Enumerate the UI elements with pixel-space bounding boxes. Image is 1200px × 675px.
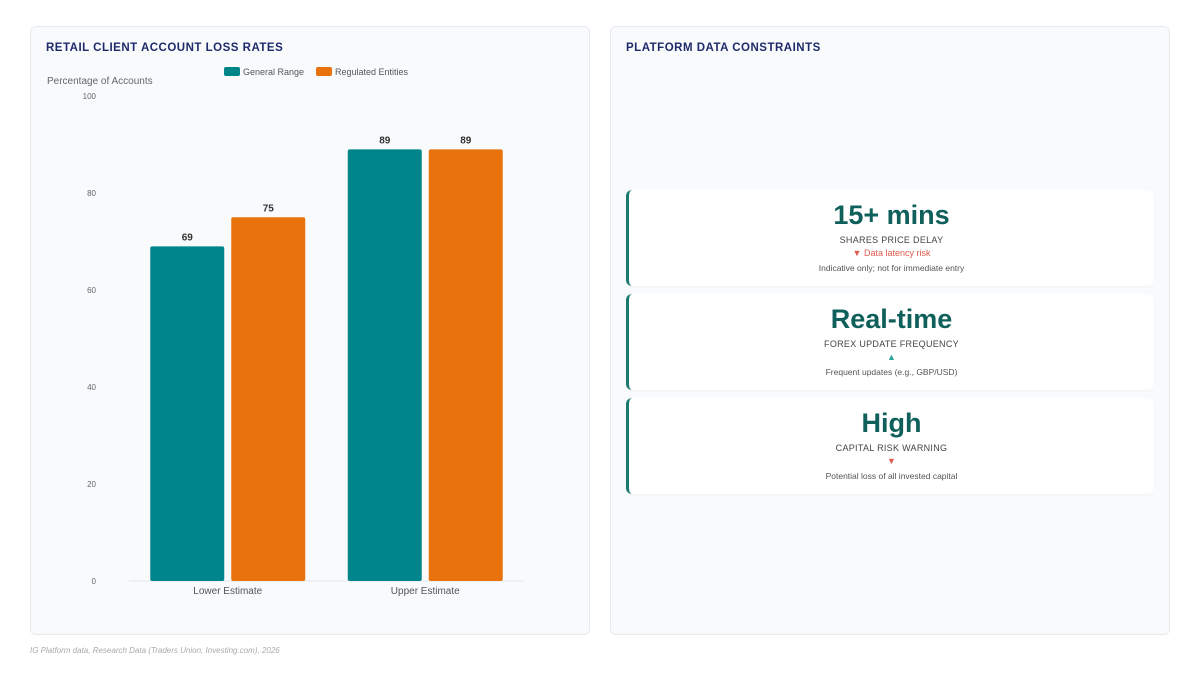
chart-panel-title: RETAIL CLIENT ACCOUNT LOSS RATES [46,42,284,54]
kpi-card-forex-frequency: Real-time FOREX UPDATE FREQUENCY ▲ Frequ… [626,294,1154,390]
bar-chart: Percentage of Accounts General Range Regu… [47,67,524,597]
bar-value-label: 89 [460,135,472,146]
source-note: IG Platform data, Research Data (Traders… [30,646,280,655]
kpi-trend: ▲ [629,352,1154,362]
x-category-label: Upper Estimate [391,586,460,597]
bar-regulated-entities [428,149,503,581]
y-tick-label: 60 [87,286,96,295]
bar-value-label: 69 [182,232,194,243]
kpi-trend: ▼ Data latency risk [629,248,1154,258]
y-tick-label: 20 [87,480,96,489]
y-tick-label: 80 [87,189,96,198]
bar-value-label: 75 [263,203,275,214]
y-tick-label: 40 [87,383,96,392]
bar-general-range [347,149,422,581]
y-axis-title: Percentage of Accounts [47,76,153,87]
kpi-label: CAPITAL RISK WARNING [835,443,948,453]
x-axis-category-labels: Lower Estimate Upper Estimate [193,586,460,597]
bar-regulated-entities [231,217,306,581]
constraints-panel-title: PLATFORM DATA CONSTRAINTS [626,42,821,54]
kpi-card-shares-delay: 15+ mins SHARES PRICE DELAY ▼ Data laten… [626,190,1154,286]
kpi-trend-text: Data latency risk [863,248,931,258]
kpi-note: Frequent updates (e.g., GBP/USD) [825,367,958,377]
x-category-label: Lower Estimate [193,586,262,597]
legend-swatch [316,67,332,76]
y-axis-ticks: 0 20 40 60 80 100 [83,92,97,586]
kpi-label: SHARES PRICE DELAY [839,235,944,245]
bar-value-label: 89 [379,135,391,146]
legend: General Range Regulated Entities [224,67,409,77]
legend-swatch [224,67,240,76]
trend-up-icon: ▲ [887,352,896,362]
legend-label: General Range [243,67,304,77]
kpi-trend: ▼ [629,456,1154,466]
bar-general-range [150,246,225,581]
kpi-note: Indicative only; not for immediate entry [818,263,965,273]
y-tick-label: 100 [83,92,97,101]
kpi-label: FOREX UPDATE FREQUENCY [824,339,959,349]
legend-label: Regulated Entities [335,67,409,77]
trend-down-icon: ▼ [852,248,862,258]
kpi-value: Real-time [830,304,953,334]
constraints-panel: PLATFORM DATA CONSTRAINTS 15+ mins SHARE… [610,26,1170,635]
bars: 69 75 89 89 [150,135,503,581]
kpi-value: High [861,408,922,438]
y-tick-label: 0 [92,577,97,586]
chart-panel: RETAIL CLIENT ACCOUNT LOSS RATES Percent… [30,26,590,635]
kpi-note: Potential loss of all invested capital [825,471,958,481]
kpi-card-capital-risk: High CAPITAL RISK WARNING ▼ Potential lo… [626,398,1154,494]
trend-down-icon: ▼ [887,456,896,466]
kpi-value: 15+ mins [833,200,950,230]
